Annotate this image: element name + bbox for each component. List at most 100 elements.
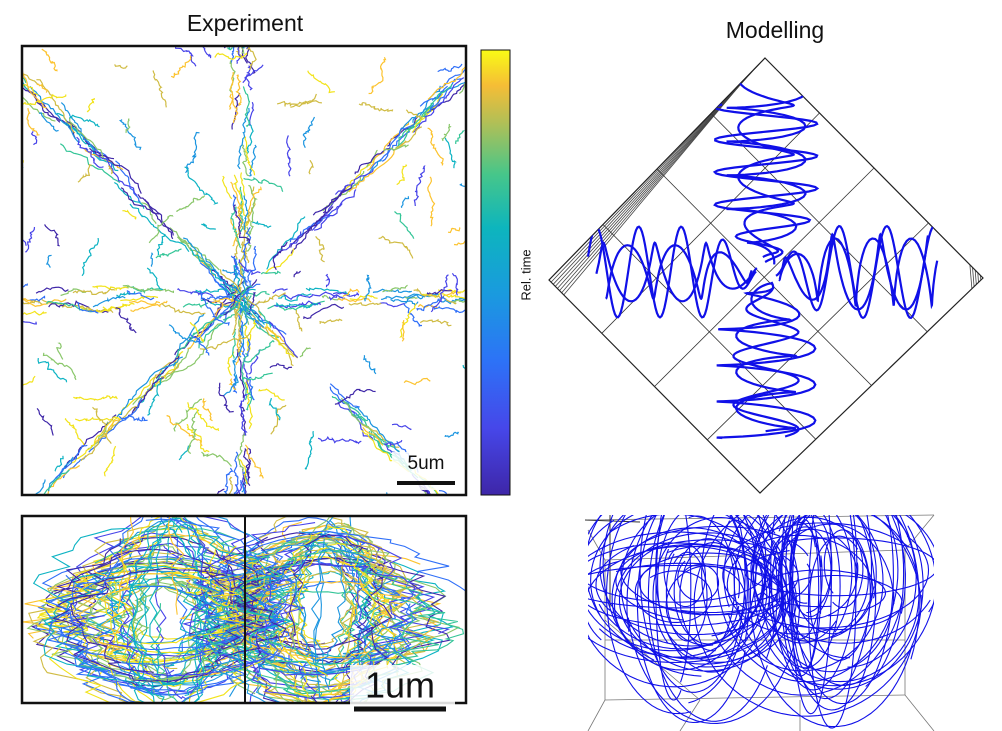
trace: [0, 502, 51, 555]
trace: [103, 304, 134, 311]
trace: [379, 236, 413, 258]
trace: [380, 303, 406, 307]
trace: [420, 86, 447, 106]
trace: [335, 390, 376, 405]
trace: [420, 320, 451, 326]
frame-line: [973, 267, 975, 286]
trace: [0, 322, 36, 333]
trace: [0, 517, 17, 536]
colorbar: [481, 50, 510, 495]
trace: [122, 211, 136, 219]
loops: [559, 437, 941, 728]
trace: [23, 501, 43, 516]
trace: [243, 65, 263, 83]
trace: [482, 546, 502, 568]
loop: [702, 452, 906, 696]
trace: [81, 406, 136, 460]
trace: [320, 319, 342, 324]
trace: [493, 546, 537, 588]
model-side-view: [559, 437, 941, 731]
scale-label: 1um: [365, 665, 435, 706]
trace: [243, 86, 249, 126]
trace: [456, 131, 464, 144]
trace: [0, 285, 17, 291]
trace: [0, 76, 55, 121]
trace: [32, 131, 37, 144]
frame-line: [975, 270, 976, 284]
trace: [404, 304, 422, 327]
trace: [365, 275, 371, 301]
trace: [93, 286, 117, 289]
trace: [215, 53, 247, 59]
trace: [303, 117, 314, 148]
grid-line: [657, 169, 872, 386]
trace: [82, 238, 98, 276]
trace: [490, 540, 517, 572]
trace: [369, 57, 386, 93]
trace: [271, 405, 286, 434]
model-top-view: [549, 58, 983, 493]
trace: [0, 535, 7, 574]
trace: [349, 303, 381, 306]
trace: [120, 120, 140, 150]
trace: [438, 64, 462, 72]
trace: [190, 248, 221, 281]
trace: [0, 57, 11, 71]
trace: [467, 529, 494, 565]
trace: [57, 343, 63, 359]
trace: [332, 396, 360, 415]
trace: [45, 224, 60, 246]
trace: [504, 20, 521, 40]
helix: [715, 105, 818, 263]
trace: [156, 249, 182, 258]
trace: [431, 306, 479, 314]
trace: [290, 94, 316, 107]
trace: [364, 355, 376, 374]
trace: [36, 287, 68, 293]
trace: [78, 165, 92, 182]
trace: [0, 521, 17, 538]
trace: [203, 399, 213, 421]
trace: [57, 113, 84, 137]
trace: [25, 227, 34, 252]
trace: [397, 165, 407, 185]
trace: [15, 233, 27, 245]
trace: [202, 452, 232, 466]
trace: [0, 529, 14, 577]
trace: [65, 418, 84, 445]
trace: [300, 348, 311, 357]
trace: [55, 456, 63, 471]
trace: [442, 124, 450, 141]
trace: [0, 27, 8, 64]
trace: [151, 253, 153, 267]
trace: [153, 71, 166, 108]
trace: [215, 489, 225, 510]
trace: [359, 103, 393, 112]
trace: [539, 588, 576, 627]
trace: [330, 387, 363, 425]
trace: [428, 128, 444, 165]
trace: [529, 299, 581, 305]
trace: [0, 526, 9, 542]
trace: [267, 323, 294, 357]
panel-title: Experiment: [187, 10, 304, 36]
trace: [27, 108, 40, 135]
frame-line: [970, 265, 972, 289]
trace: [257, 293, 286, 304]
trace: [252, 222, 271, 228]
trace: [166, 45, 196, 67]
trace: [171, 57, 191, 78]
trace: [269, 322, 298, 358]
trace: [0, 281, 11, 291]
trace: [230, 94, 233, 110]
trace: [308, 71, 335, 93]
trace: [318, 437, 361, 443]
trace: [202, 46, 211, 58]
trace: [177, 196, 205, 213]
trace: [187, 425, 210, 452]
trace: [0, 303, 17, 308]
trace: [414, 166, 424, 206]
trace: [472, 520, 488, 547]
trace: [74, 396, 118, 401]
trace: [305, 431, 313, 469]
